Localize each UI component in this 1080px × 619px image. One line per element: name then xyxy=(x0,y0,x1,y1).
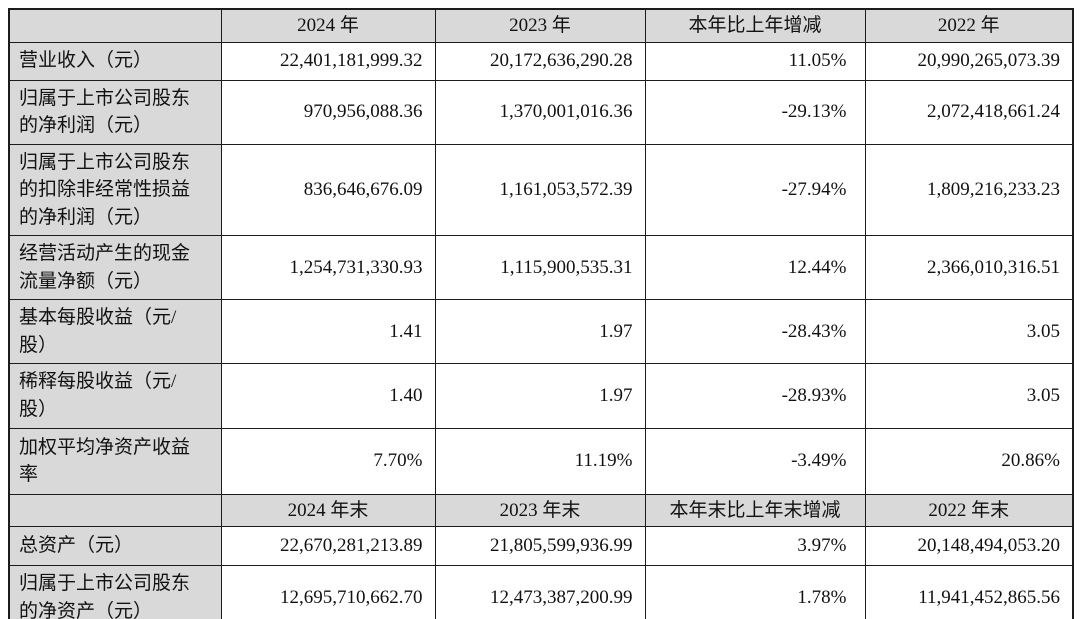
change-cell: -29.13% xyxy=(644,79,866,145)
value-cell: 22,670,281,213.89 xyxy=(220,526,436,567)
yoy-change-header: 本年比上年增减 xyxy=(644,8,866,43)
value-cell: 21,805,599,936.99 xyxy=(434,526,646,567)
corner-cell xyxy=(8,8,222,43)
value-cell: 1.97 xyxy=(434,299,646,365)
year-header-2023: 2023 年 xyxy=(434,8,646,43)
value-cell: 20.86% xyxy=(864,427,1074,495)
year-end-header-2024: 2024 年末 xyxy=(220,493,436,528)
row-label: 归属于上市公司股东的扣除非经常性损益的净利润（元） xyxy=(8,143,222,237)
change-cell: 1.78% xyxy=(644,565,866,619)
year-end-change-header: 本年末比上年末增减 xyxy=(644,493,866,528)
change-cell: -28.43% xyxy=(644,299,866,365)
table-row-total-assets: 总资产（元） 22,670,281,213.89 21,805,599,936.… xyxy=(8,526,1074,567)
row-label: 稀释每股收益（元/股） xyxy=(8,363,222,429)
change-cell: 3.97% xyxy=(644,526,866,567)
year-end-header-2022: 2022 年末 xyxy=(864,493,1074,528)
value-cell: 7.70% xyxy=(220,427,436,495)
table-row-diluted-eps: 稀释每股收益（元/股） 1.40 1.97 -28.93% 3.05 xyxy=(8,363,1074,429)
table-row-net-assets: 归属于上市公司股东的净资产（元） 12,695,710,662.70 12,47… xyxy=(8,565,1074,619)
value-cell: 20,148,494,053.20 xyxy=(864,526,1074,567)
value-cell: 970,956,088.36 xyxy=(220,79,436,145)
value-cell: 2,366,010,316.51 xyxy=(864,235,1074,301)
table-row-operating-revenue: 营业收入（元） 22,401,181,999.32 20,172,636,290… xyxy=(8,41,1074,81)
value-cell: 1.97 xyxy=(434,363,646,429)
value-cell: 836,646,676.09 xyxy=(220,143,436,237)
value-cell: 3.05 xyxy=(864,363,1074,429)
value-cell: 1.41 xyxy=(220,299,436,365)
change-cell: -3.49% xyxy=(644,427,866,495)
value-cell: 11.19% xyxy=(434,427,646,495)
value-cell: 3.05 xyxy=(864,299,1074,365)
row-label: 经营活动产生的现金流量净额（元） xyxy=(8,235,222,301)
table-row-basic-eps: 基本每股收益（元/股） 1.41 1.97 -28.43% 3.05 xyxy=(8,299,1074,365)
value-cell: 1,809,216,233.23 xyxy=(864,143,1074,237)
year-header-2024: 2024 年 xyxy=(220,8,436,43)
table-row-net-profit-excl-nonrecurring: 归属于上市公司股东的扣除非经常性损益的净利润（元） 836,646,676.09… xyxy=(8,143,1074,237)
annual-header-row: 2024 年 2023 年 本年比上年增减 2022 年 xyxy=(8,8,1074,43)
value-cell: 12,695,710,662.70 xyxy=(220,565,436,619)
row-label: 加权平均净资产收益率 xyxy=(8,427,222,495)
table-row-weighted-avg-roe: 加权平均净资产收益率 7.70% 11.19% -3.49% 20.86% xyxy=(8,427,1074,495)
change-cell: -28.93% xyxy=(644,363,866,429)
value-cell: 1,370,001,016.36 xyxy=(434,79,646,145)
year-end-header-row: 2024 年末 2023 年末 本年末比上年末增减 2022 年末 xyxy=(8,493,1074,528)
value-cell: 1,115,900,535.31 xyxy=(434,235,646,301)
year-end-header-2023: 2023 年末 xyxy=(434,493,646,528)
financial-summary-table: 2024 年 2023 年 本年比上年增减 2022 年 营业收入（元） 22,… xyxy=(8,8,1074,619)
change-cell: -27.94% xyxy=(644,143,866,237)
corner-cell xyxy=(8,493,222,528)
value-cell: 1,254,731,330.93 xyxy=(220,235,436,301)
row-label: 归属于上市公司股东的净资产（元） xyxy=(8,565,222,619)
value-cell: 12,473,387,200.99 xyxy=(434,565,646,619)
change-cell: 12.44% xyxy=(644,235,866,301)
value-cell: 1,161,053,572.39 xyxy=(434,143,646,237)
table-row-operating-cash-flow: 经营活动产生的现金流量净额（元） 1,254,731,330.93 1,115,… xyxy=(8,235,1074,301)
change-cell: 11.05% xyxy=(644,41,866,81)
table-row-net-profit: 归属于上市公司股东的净利润（元） 970,956,088.36 1,370,00… xyxy=(8,79,1074,145)
year-header-2022: 2022 年 xyxy=(864,8,1074,43)
value-cell: 1.40 xyxy=(220,363,436,429)
row-label: 营业收入（元） xyxy=(8,41,222,81)
row-label: 归属于上市公司股东的净利润（元） xyxy=(8,79,222,145)
value-cell: 20,990,265,073.39 xyxy=(864,41,1074,81)
value-cell: 11,941,452,865.56 xyxy=(864,565,1074,619)
value-cell: 22,401,181,999.32 xyxy=(220,41,436,81)
value-cell: 20,172,636,290.28 xyxy=(434,41,646,81)
value-cell: 2,072,418,661.24 xyxy=(864,79,1074,145)
row-label: 总资产（元） xyxy=(8,526,222,567)
row-label: 基本每股收益（元/股） xyxy=(8,299,222,365)
